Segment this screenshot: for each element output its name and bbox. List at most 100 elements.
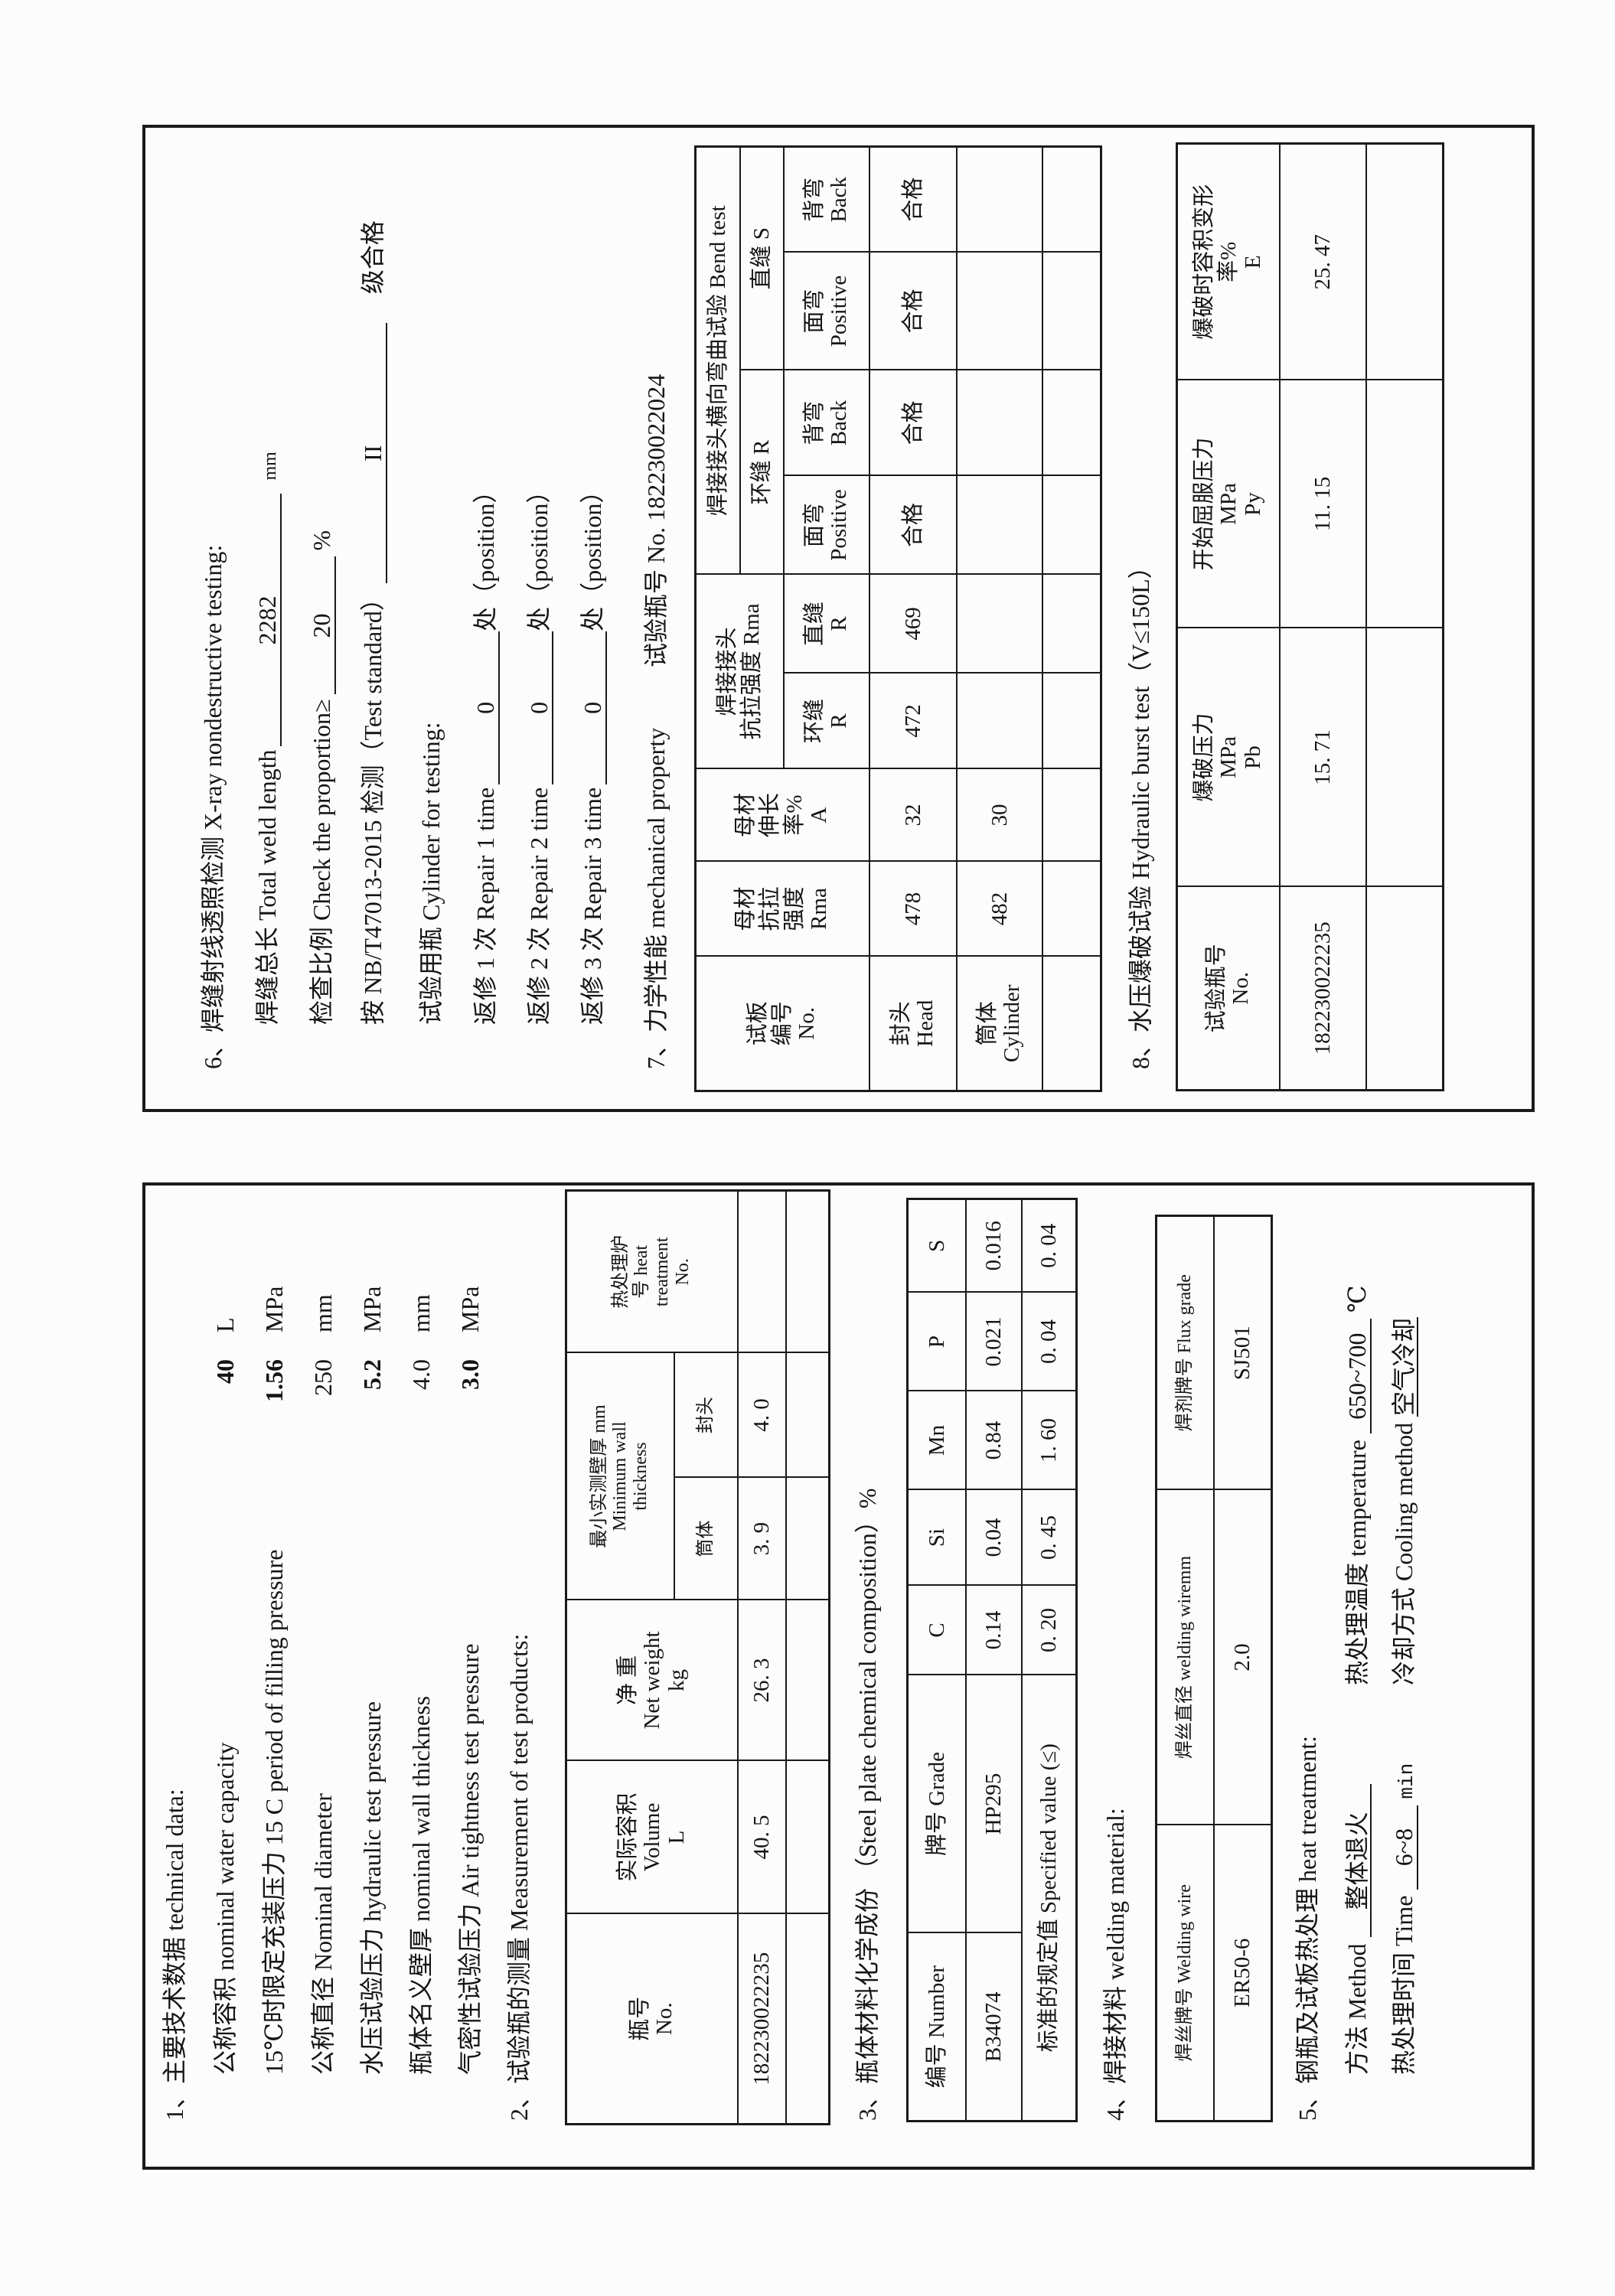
table-row: 封头 Head 478 32 472 469 合格 合格 合格 合格 bbox=[869, 146, 957, 1091]
header-weight: 净 重 Net weight kg bbox=[566, 1600, 738, 1761]
spec-unit: MPa bbox=[260, 1286, 288, 1332]
spec-unit: MPa bbox=[456, 1286, 484, 1332]
header-cell: 开始屈服压力 MPa Py bbox=[1176, 380, 1280, 628]
spec-cell: 1. 60 bbox=[1021, 1391, 1077, 1490]
cell: 合格 bbox=[869, 475, 957, 575]
repair-count: 0 bbox=[579, 631, 607, 784]
header-back: 背弯 Back bbox=[783, 370, 869, 476]
grade-suffix: 级合格 bbox=[359, 220, 387, 295]
standard-label: 按 NB/T47013-2015 检测（Test standard） bbox=[359, 586, 387, 1025]
cell-head: 4. 0 bbox=[737, 1352, 786, 1478]
spec-value: 3.0 bbox=[456, 1359, 484, 1390]
header-cell: P bbox=[907, 1292, 966, 1391]
cell: B34074 bbox=[965, 1932, 1022, 2122]
cell: 0.04 bbox=[965, 1489, 1022, 1586]
header-volume: 实际容积 Volume L bbox=[566, 1760, 738, 1914]
cell: 15. 71 bbox=[1279, 628, 1366, 887]
cell: 11. 15 bbox=[1279, 380, 1366, 628]
repair-line: 返修 3 次 Repair 3 time 0处（position） bbox=[579, 479, 607, 1025]
empty-row bbox=[1365, 143, 1444, 1091]
header-cell: 焊丝直径 welding wiremm bbox=[1156, 1489, 1214, 1825]
cooling-value: 空气冷却 bbox=[1390, 1316, 1418, 1417]
weld-length-unit: mm bbox=[260, 452, 280, 481]
table-row: 182230022235 40. 5 26. 3 3. 9 4. 0 bbox=[737, 1190, 786, 2125]
cell: 0.021 bbox=[965, 1292, 1022, 1391]
spec-value: 5.2 bbox=[358, 1359, 386, 1390]
burst-test-table: 试验瓶号 No. 爆破压力 MPa Pb 开始屈服压力 MPa Py 爆破时容积变形 … bbox=[1176, 142, 1444, 1091]
spec-cell: 0. 45 bbox=[1021, 1489, 1077, 1586]
grade-value: II bbox=[359, 323, 387, 584]
proportion-unit: % bbox=[308, 530, 335, 551]
spec-unit: L bbox=[211, 1317, 239, 1332]
spec-unit: mm bbox=[309, 1294, 337, 1332]
table-row: B34074 HP295 0.14 0.04 0.84 0.021 0.016 bbox=[965, 1199, 1022, 2122]
spec-label: 15℃时限定充装压力 15 C period of filling pressu… bbox=[260, 1549, 288, 2075]
cell bbox=[956, 146, 1042, 253]
header-cell: 焊剂牌号 Flux grade bbox=[1156, 1215, 1214, 1490]
spec-unit: MPa bbox=[358, 1286, 386, 1332]
header-cell: 爆破时容积变形 率% E bbox=[1176, 143, 1280, 380]
header-head: 封头 bbox=[674, 1352, 738, 1478]
temp-value: 650~700 bbox=[1343, 1319, 1372, 1434]
heat-treatment-temp-line: 热处理温度 temperature 650~700 ℃ bbox=[1343, 1285, 1372, 1685]
header-furnace: 热处理炉 号 heat treatment No. bbox=[566, 1190, 738, 1353]
time-unit: min bbox=[1395, 1763, 1418, 1799]
header-weld-tensile: 焊接接头 抗拉强度 Rma bbox=[695, 574, 784, 769]
left-panel: 1、主要技术数据 technical data: 公称容积 nominal wa… bbox=[142, 1182, 1535, 2170]
header-cell: 编号 Number bbox=[907, 1932, 966, 2122]
cell: 0.016 bbox=[965, 1199, 1022, 1293]
cell: 筒体 Cylinder bbox=[956, 956, 1042, 1091]
cell-body: 3. 9 bbox=[737, 1477, 786, 1600]
cell: 合格 bbox=[869, 146, 957, 253]
header-cell: Si bbox=[907, 1489, 966, 1586]
header-cell: 爆破压力 MPa Pb bbox=[1176, 628, 1280, 887]
cell-volume: 40. 5 bbox=[737, 1760, 786, 1914]
header-base-tensile: 母材 抗拉 强度 Rma bbox=[695, 861, 869, 957]
header-positive: 面弯 Positive bbox=[783, 475, 869, 575]
cell-furnace bbox=[737, 1190, 786, 1353]
cell: ER50-6 bbox=[1213, 1825, 1272, 2122]
header-bend-straight: 直缝 S bbox=[739, 146, 784, 370]
spec-label: 公称直径 Nominal diameter bbox=[309, 1793, 337, 2075]
table-row: 182230022235 15. 71 11. 15 25. 47 bbox=[1279, 143, 1366, 1091]
temp-label: 热处理温度 temperature bbox=[1343, 1440, 1371, 1685]
header-cell: 牌号 Grade bbox=[907, 1675, 966, 1933]
test-cylinder-no: 试验瓶号 No. 182230022024 bbox=[642, 373, 670, 667]
repair-label: 返修 3 次 Repair 3 time bbox=[579, 787, 606, 1025]
spec-value: 4.0 bbox=[407, 1359, 435, 1390]
spec-label: 标准的规定值 Specified value (≤) bbox=[1021, 1675, 1077, 2122]
section6-title: 6、焊缝射线透照检测 X-ray nondestructive testing: bbox=[199, 544, 227, 1069]
cell: 472 bbox=[869, 673, 957, 769]
header-bend-circ: 环缝 R bbox=[739, 370, 784, 575]
time-value: 6~8 bbox=[1390, 1805, 1418, 1890]
header-bend-test: 焊接接头横向弯曲试验 Bend test bbox=[695, 146, 740, 575]
header-cell: 焊丝牌号 Welding wire bbox=[1156, 1825, 1214, 2122]
cell bbox=[956, 673, 1042, 769]
spec-value: 250 bbox=[309, 1359, 337, 1396]
cell: 2.0 bbox=[1213, 1489, 1272, 1825]
section5-title: 5、钢瓶及试板热处理 heat treatment: bbox=[1294, 1735, 1321, 2121]
weld-length-value: 2282 bbox=[253, 494, 282, 747]
cell-no: 182230022235 bbox=[737, 1913, 786, 2125]
right-panel: 6、焊缝射线透照检测 X-ray nondestructive testing:… bbox=[142, 125, 1535, 1112]
spec-row: 标准的规定值 Specified value (≤) 0. 20 0. 45 1. … bbox=[1021, 1199, 1077, 2122]
empty-row bbox=[785, 1190, 830, 2125]
cell: 469 bbox=[869, 574, 957, 673]
header-cell: 试验瓶号 No. bbox=[1176, 886, 1280, 1091]
repair-line: 返修 1 次 Repair 1 time 0处（position） bbox=[471, 479, 500, 1025]
cell bbox=[956, 475, 1042, 575]
cooling-label: 冷却方式 Cooling method bbox=[1390, 1422, 1418, 1685]
repair-label: 返修 2 次 Repair 2 time bbox=[525, 787, 553, 1025]
cell bbox=[956, 370, 1042, 476]
header-cell: C bbox=[907, 1585, 966, 1675]
header-base-elongation: 母材 伸长 率% A bbox=[695, 768, 869, 862]
repair-suffix: 处（position） bbox=[525, 478, 553, 631]
weld-length-line: 焊缝总长 Total weld length2282 mm bbox=[253, 452, 284, 1025]
header-cell: Mn bbox=[907, 1391, 966, 1490]
header-positive: 面弯 Positive bbox=[783, 252, 869, 370]
method-label: 方法 Method bbox=[1343, 1943, 1371, 2075]
table-row: 筒体 Cylinder 482 30 bbox=[956, 146, 1042, 1091]
cell: 32 bbox=[869, 768, 957, 862]
cell: 25. 47 bbox=[1279, 143, 1366, 380]
time-label: 热处理时间 Time bbox=[1390, 1895, 1418, 2075]
